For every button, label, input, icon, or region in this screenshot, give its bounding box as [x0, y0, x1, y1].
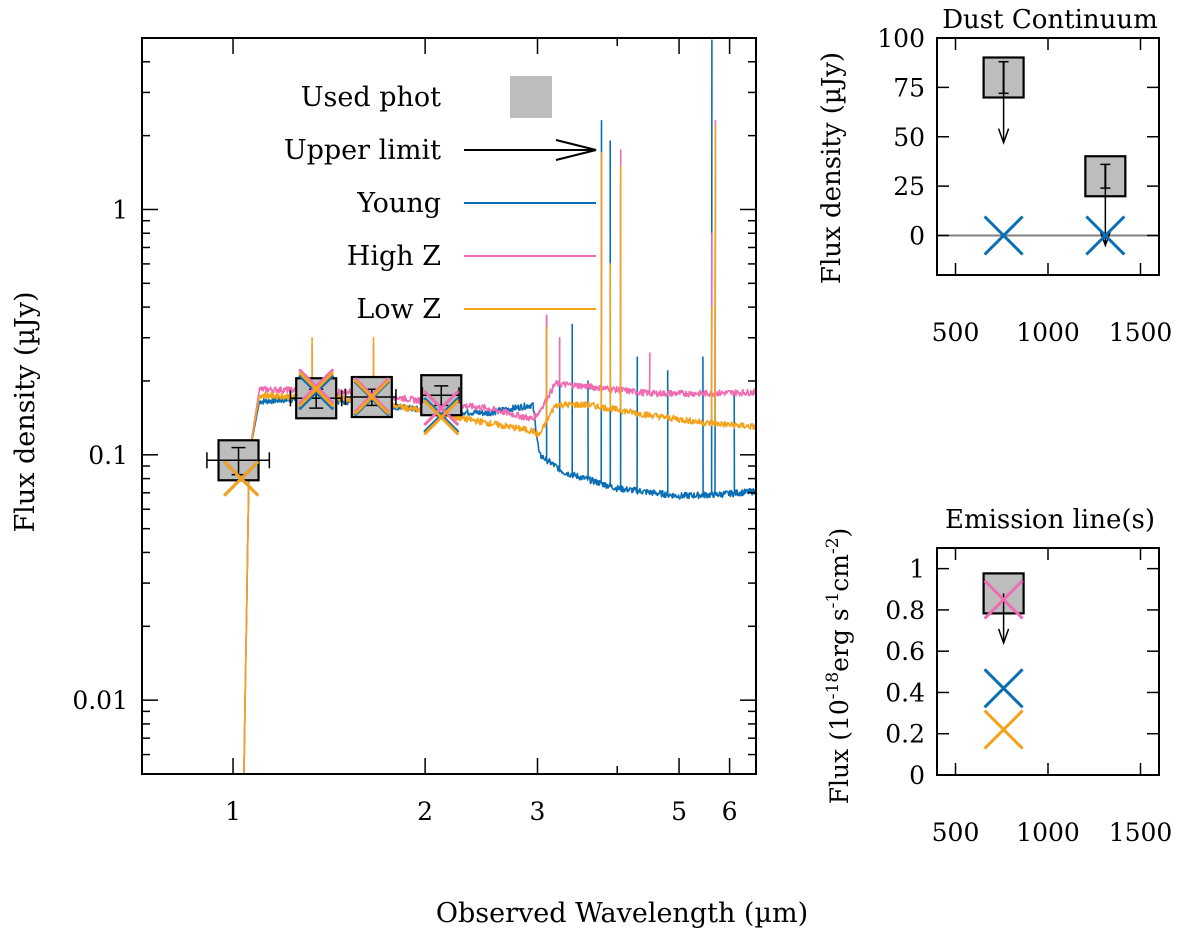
sed-model-phot-low-z — [298, 371, 335, 408]
lines-model-point — [983, 579, 1024, 620]
dust-x-tick-label: 500 — [932, 318, 980, 347]
sed-model-phot-high-z — [423, 390, 460, 427]
lines-markers — [982, 572, 1025, 750]
dust-y-tick-label: 0 — [909, 222, 925, 251]
sed-spectrum-high-z — [243, 119, 756, 774]
dust-title: Dust Continuum — [942, 5, 1158, 35]
dust-upper-limit-arrow-head — [997, 128, 1010, 145]
sed-x-tick-label: 5 — [671, 797, 687, 826]
sed-legend-label: Low Z — [356, 294, 441, 325]
sed-legend-box — [510, 76, 552, 118]
sed-model-phot-young — [298, 374, 335, 411]
lines-model-point — [983, 668, 1024, 709]
lines-y-tick-label: 0.8 — [885, 596, 925, 625]
sed-panel: 0.01 0.1 1 1 2 3 5 6 Used phot Upper limit Young H… — [10, 37, 808, 929]
lines-x-tick-label: 1500 — [1109, 818, 1173, 847]
dust-x-tick-label: 1500 — [1109, 318, 1173, 347]
dust-y-tick-label: 75 — [893, 73, 925, 102]
sed-legend: Used phot Upper limit Young High Z Low Z — [284, 76, 597, 325]
sed-plot-frame — [141, 37, 757, 775]
dust-y-tick-label: 100 — [877, 24, 925, 53]
dust-axis-ticks: 0 25 50 75 100 500 1000 1500 — [877, 24, 1172, 347]
dust-x-tick-label: 1000 — [1016, 318, 1080, 347]
lines-y-tick-label: 1 — [909, 555, 925, 584]
sed-legend-label: Young — [356, 188, 441, 219]
lines-y-tick-label: 0.4 — [885, 678, 925, 707]
sed-y-tick-label: 0.01 — [72, 686, 128, 715]
lines-ylabel-pre: Flux (10 — [825, 699, 854, 804]
lines-x-tick-label: 500 — [932, 818, 980, 847]
dust-model-point — [983, 215, 1024, 256]
lines-y-tick-label: 0.2 — [885, 720, 925, 749]
dust-upper-limit-arrow-head — [1099, 231, 1112, 248]
sed-y-tick-label: 1 — [112, 195, 128, 224]
sed-x-tick-label: 6 — [722, 797, 738, 826]
sed-x-tick-label: 3 — [530, 797, 546, 826]
lines-y-tick-label: 0.6 — [885, 637, 925, 666]
sed-model-phot-low-z — [223, 460, 260, 497]
sed-legend-label: Used phot — [301, 82, 441, 113]
sed-y-tick-label: 0.1 — [88, 441, 128, 470]
sed-x-tick-label: 1 — [225, 797, 241, 826]
sed-spectrum-low-z — [243, 124, 756, 774]
lines-upper-limit-arrow-head — [997, 628, 1010, 646]
dust-y-tick-label: 50 — [893, 123, 925, 152]
lines-ylabel-exp2: -1 — [823, 592, 843, 609]
sed-model-phot-low-z — [353, 378, 390, 416]
dust-plot-frame — [936, 37, 1160, 276]
lines-plot-frame — [936, 547, 1160, 776]
lines-y-tick-label: 0 — [909, 761, 925, 790]
lines-ylabel-exp1: -18 — [823, 672, 843, 699]
sed-x-axis-label: Observed Wavelength (µm) — [436, 898, 808, 929]
lines-ylabel-mid2: cm — [825, 554, 854, 592]
lines-ylabel-mid: erg s — [825, 608, 854, 672]
sed-photometry — [206, 368, 463, 497]
sed-model-phot-low-z — [423, 399, 460, 436]
sed-legend-label: Upper limit — [284, 135, 441, 166]
lines-y-axis-label: Flux (10-18erg s-1cm-2) — [823, 528, 854, 805]
lines-ylabel-post: ) — [825, 528, 854, 538]
dust-panel: Dust Continuum 0 25 50 75 100 500 1000 1500 Flu… — [817, 5, 1172, 347]
sed-axis-ticks: 0.01 0.1 1 1 2 3 5 6 — [72, 37, 756, 826]
sed-y-axis-label: Flux density (µJy) — [10, 291, 41, 532]
lines-x-tick-label: 1000 — [1016, 818, 1080, 847]
dust-y-axis-label-visible: Flux density (µJy) — [817, 52, 847, 284]
dust-model-point — [1085, 215, 1126, 256]
sed-legend-arrow-head — [555, 139, 597, 161]
sed-x-tick-label: 2 — [417, 797, 433, 826]
lines-model-point — [983, 709, 1024, 750]
sed-legend-label: High Z — [347, 241, 441, 272]
lines-ylabel-exp3: -2 — [823, 537, 843, 554]
lines-title: Emission line(s) — [945, 505, 1155, 535]
dust-y-tick-label: 25 — [893, 172, 925, 201]
sed-model-phot-young — [423, 397, 460, 434]
dust-markers — [937, 56, 1159, 256]
sed-model-phot-high-z — [298, 368, 335, 405]
